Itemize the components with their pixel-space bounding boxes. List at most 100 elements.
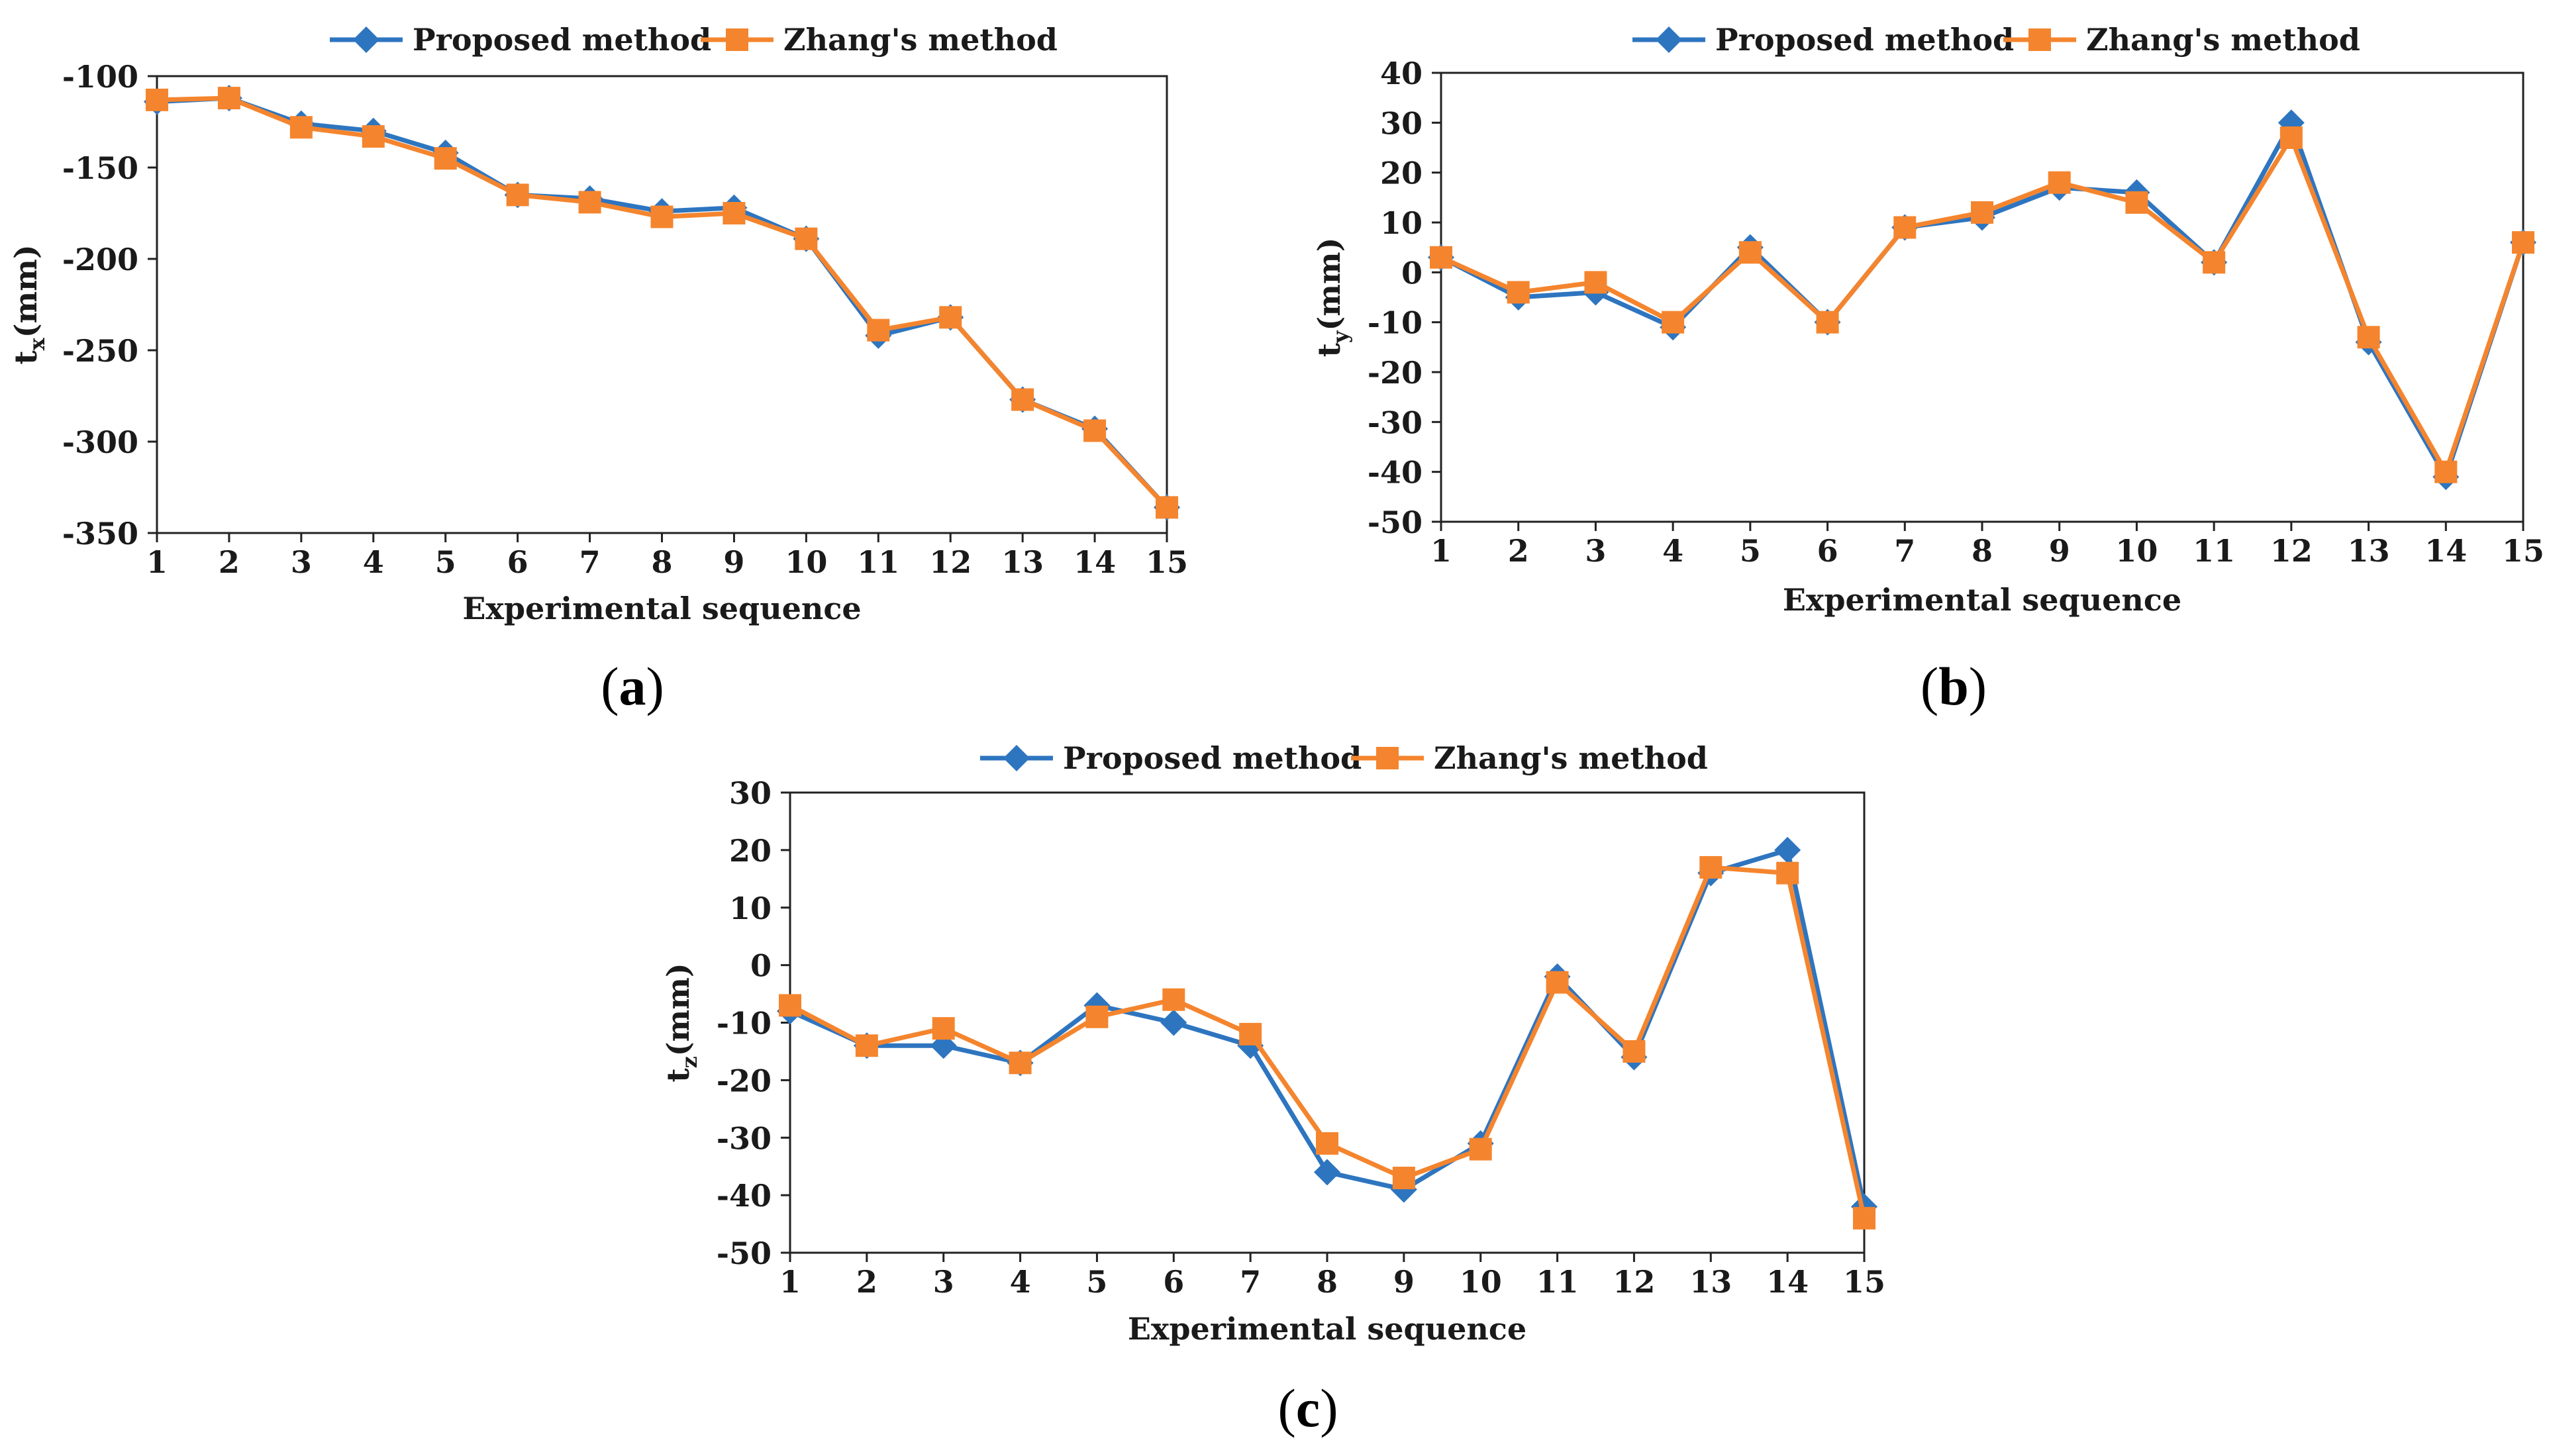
chart-b-xtick-label-12: 13 bbox=[2348, 533, 2390, 569]
chart-a-series-1-point-7 bbox=[650, 205, 674, 228]
chart-c-series-1-point-9 bbox=[1469, 1138, 1492, 1161]
chart-b-xtick-label-5: 6 bbox=[1817, 533, 1838, 569]
chart-a-series-1-point-3 bbox=[362, 125, 385, 148]
chart-c-legend-marker-1 bbox=[1376, 747, 1399, 769]
chart-c-xtick-label-6: 7 bbox=[1240, 1264, 1261, 1300]
chart-b-xtick-label-10: 11 bbox=[2193, 533, 2235, 569]
chart-c-series-0-point-13 bbox=[1774, 836, 1801, 863]
chart-c-series-0-point-5 bbox=[1160, 1009, 1187, 1036]
chart-a-xtick-label-12: 13 bbox=[1001, 544, 1044, 580]
chart-c-series-1-point-10 bbox=[1546, 971, 1569, 994]
chart-c-xtick-label-2: 3 bbox=[933, 1264, 954, 1300]
chart-c-ytick-label-3: -20 bbox=[717, 1063, 772, 1098]
chart-c-series-1-point-5 bbox=[1162, 988, 1185, 1011]
chart-a-xtick-label-7: 8 bbox=[651, 544, 672, 580]
chart-a-series-1-line bbox=[156, 95, 1169, 509]
chart-a-series-1-point-8 bbox=[723, 202, 746, 224]
chart-b-ytick-label-9: 40 bbox=[1380, 56, 1423, 91]
chart-c-legend-label-0: Proposed method bbox=[1063, 740, 1362, 776]
chart-c-xtick-label-10: 11 bbox=[1536, 1264, 1579, 1300]
chart-a-legend-marker-1 bbox=[726, 28, 748, 51]
chart-c-ytick-label-7: 20 bbox=[729, 833, 772, 869]
chart-c-ytick-label-4: -10 bbox=[717, 1006, 772, 1042]
chart-b-ytick-label-7: 20 bbox=[1380, 156, 1423, 191]
chart-c-ylabel: tz(mm) bbox=[660, 963, 702, 1082]
chart-b-xtick-label-6: 7 bbox=[1894, 533, 1915, 569]
chart-a-xtick-label-1: 2 bbox=[219, 544, 240, 580]
chart-a-series-1-point-4 bbox=[434, 147, 457, 170]
chart-a-legend-label-1: Zhang's method bbox=[783, 22, 1058, 58]
chart-b-ytick-label-6: 10 bbox=[1380, 205, 1423, 241]
chart-a-legend-label-0: Proposed method bbox=[413, 22, 711, 58]
chart-c-xtick-label-14: 15 bbox=[1843, 1264, 1885, 1300]
chart-c-xtick-label-9: 10 bbox=[1460, 1264, 1502, 1300]
panel-label-c: (c) bbox=[1277, 1378, 1338, 1438]
chart-b-series-1-point-6 bbox=[1893, 216, 1917, 239]
chart-a-ytick-label-2: -250 bbox=[62, 333, 138, 369]
chart-a-series-1-point-5 bbox=[506, 183, 529, 207]
chart-b-series-1-point-13 bbox=[2434, 460, 2458, 483]
chart-b-xtick-label-8: 9 bbox=[2049, 533, 2070, 569]
chart-a-xtick-label-6: 7 bbox=[579, 544, 601, 580]
chart-b-series-1-point-0 bbox=[1430, 246, 1452, 269]
chart-a-series-1-point-14 bbox=[1156, 496, 1178, 519]
chart-b-series-1-point-4 bbox=[1738, 241, 1762, 264]
chart-b-ytick-label-2: -30 bbox=[1368, 405, 1423, 440]
chart-b-series-1-point-9 bbox=[2125, 191, 2148, 214]
chart-b-xtick-label-4: 5 bbox=[1740, 533, 1761, 569]
chart-a-series-1-point-12 bbox=[1011, 388, 1034, 411]
chart-b-legend-marker-1 bbox=[2028, 28, 2051, 51]
chart-a-ytick-label-3: -200 bbox=[62, 242, 138, 277]
chart-c-xtick-label-3: 4 bbox=[1010, 1264, 1031, 1300]
chart-b-series-1-point-3 bbox=[1662, 311, 1685, 334]
chart-c-xtick-label-8: 9 bbox=[1393, 1264, 1415, 1300]
chart-a-xtick-label-3: 4 bbox=[363, 544, 384, 580]
chart-c-xtick-label-0: 1 bbox=[779, 1264, 801, 1300]
chart-b-series-1-point-10 bbox=[2203, 251, 2226, 274]
chart-a-series-1-point-10 bbox=[867, 318, 890, 342]
chart-a-xlabel: Experimental sequence bbox=[462, 591, 861, 626]
chart-c-series-1-point-6 bbox=[1239, 1022, 1262, 1045]
chart-c-xtick-label-13: 14 bbox=[1766, 1264, 1809, 1300]
chart-c-ytick-label-5: 0 bbox=[750, 948, 772, 984]
chart-c-xtick-label-4: 5 bbox=[1086, 1264, 1107, 1300]
chart-c-series-1-point-8 bbox=[1392, 1167, 1415, 1190]
chart-b-ylabel: ty(mm) bbox=[1311, 238, 1353, 358]
chart-a-xtick-label-14: 15 bbox=[1146, 544, 1188, 580]
chart-c-series-1-point-3 bbox=[1009, 1051, 1032, 1075]
chart-c-legend-marker-0 bbox=[1003, 745, 1030, 771]
chart-c-xtick-label-12: 13 bbox=[1689, 1264, 1732, 1300]
chart-a-series-1-point-1 bbox=[217, 87, 240, 110]
chart-a-xtick-label-11: 12 bbox=[929, 544, 972, 580]
chart-b-ytick-label-4: -10 bbox=[1368, 305, 1423, 341]
chart-b-xtick-label-2: 3 bbox=[1585, 533, 1606, 569]
chart-b-xtick-label-7: 8 bbox=[1972, 533, 1993, 569]
chart-c-ytick-label-2: -30 bbox=[717, 1120, 772, 1156]
chart-a-series-1-point-9 bbox=[795, 227, 818, 250]
chart-c-xlabel: Experimental sequence bbox=[1128, 1311, 1526, 1347]
chart-b-legend-marker-0 bbox=[1656, 26, 1682, 53]
chart-c-xtick-label-1: 2 bbox=[856, 1264, 877, 1300]
chart-a-xtick-label-4: 5 bbox=[435, 544, 456, 580]
chart-c-series-1-point-7 bbox=[1316, 1132, 1338, 1155]
chart-c-series-1-point-2 bbox=[932, 1017, 955, 1040]
chart-c-series-1-point-4 bbox=[1085, 1005, 1109, 1028]
chart-c-series-1-point-0 bbox=[779, 994, 801, 1017]
chart-b-series-1-line bbox=[1440, 135, 2526, 475]
chart-a-series-1-point-6 bbox=[578, 191, 601, 214]
chart-b-series-1-point-8 bbox=[2048, 171, 2071, 194]
panel-label-a: (a) bbox=[601, 656, 664, 716]
chart-a-series-1-point-13 bbox=[1083, 419, 1107, 442]
chart-a-xtick-label-8: 9 bbox=[723, 544, 744, 580]
chart-a-series-0-line bbox=[156, 95, 1169, 509]
chart-b-ytick-label-5: 0 bbox=[1401, 255, 1423, 291]
chart-b-ytick-label-8: 30 bbox=[1380, 105, 1423, 141]
chart-c-series-1-point-11 bbox=[1623, 1040, 1646, 1063]
chart-c-legend-label-1: Zhang's method bbox=[1434, 740, 1708, 776]
chart-a-xtick-label-2: 3 bbox=[291, 544, 312, 580]
chart-b-series-1-point-1 bbox=[1507, 281, 1530, 304]
